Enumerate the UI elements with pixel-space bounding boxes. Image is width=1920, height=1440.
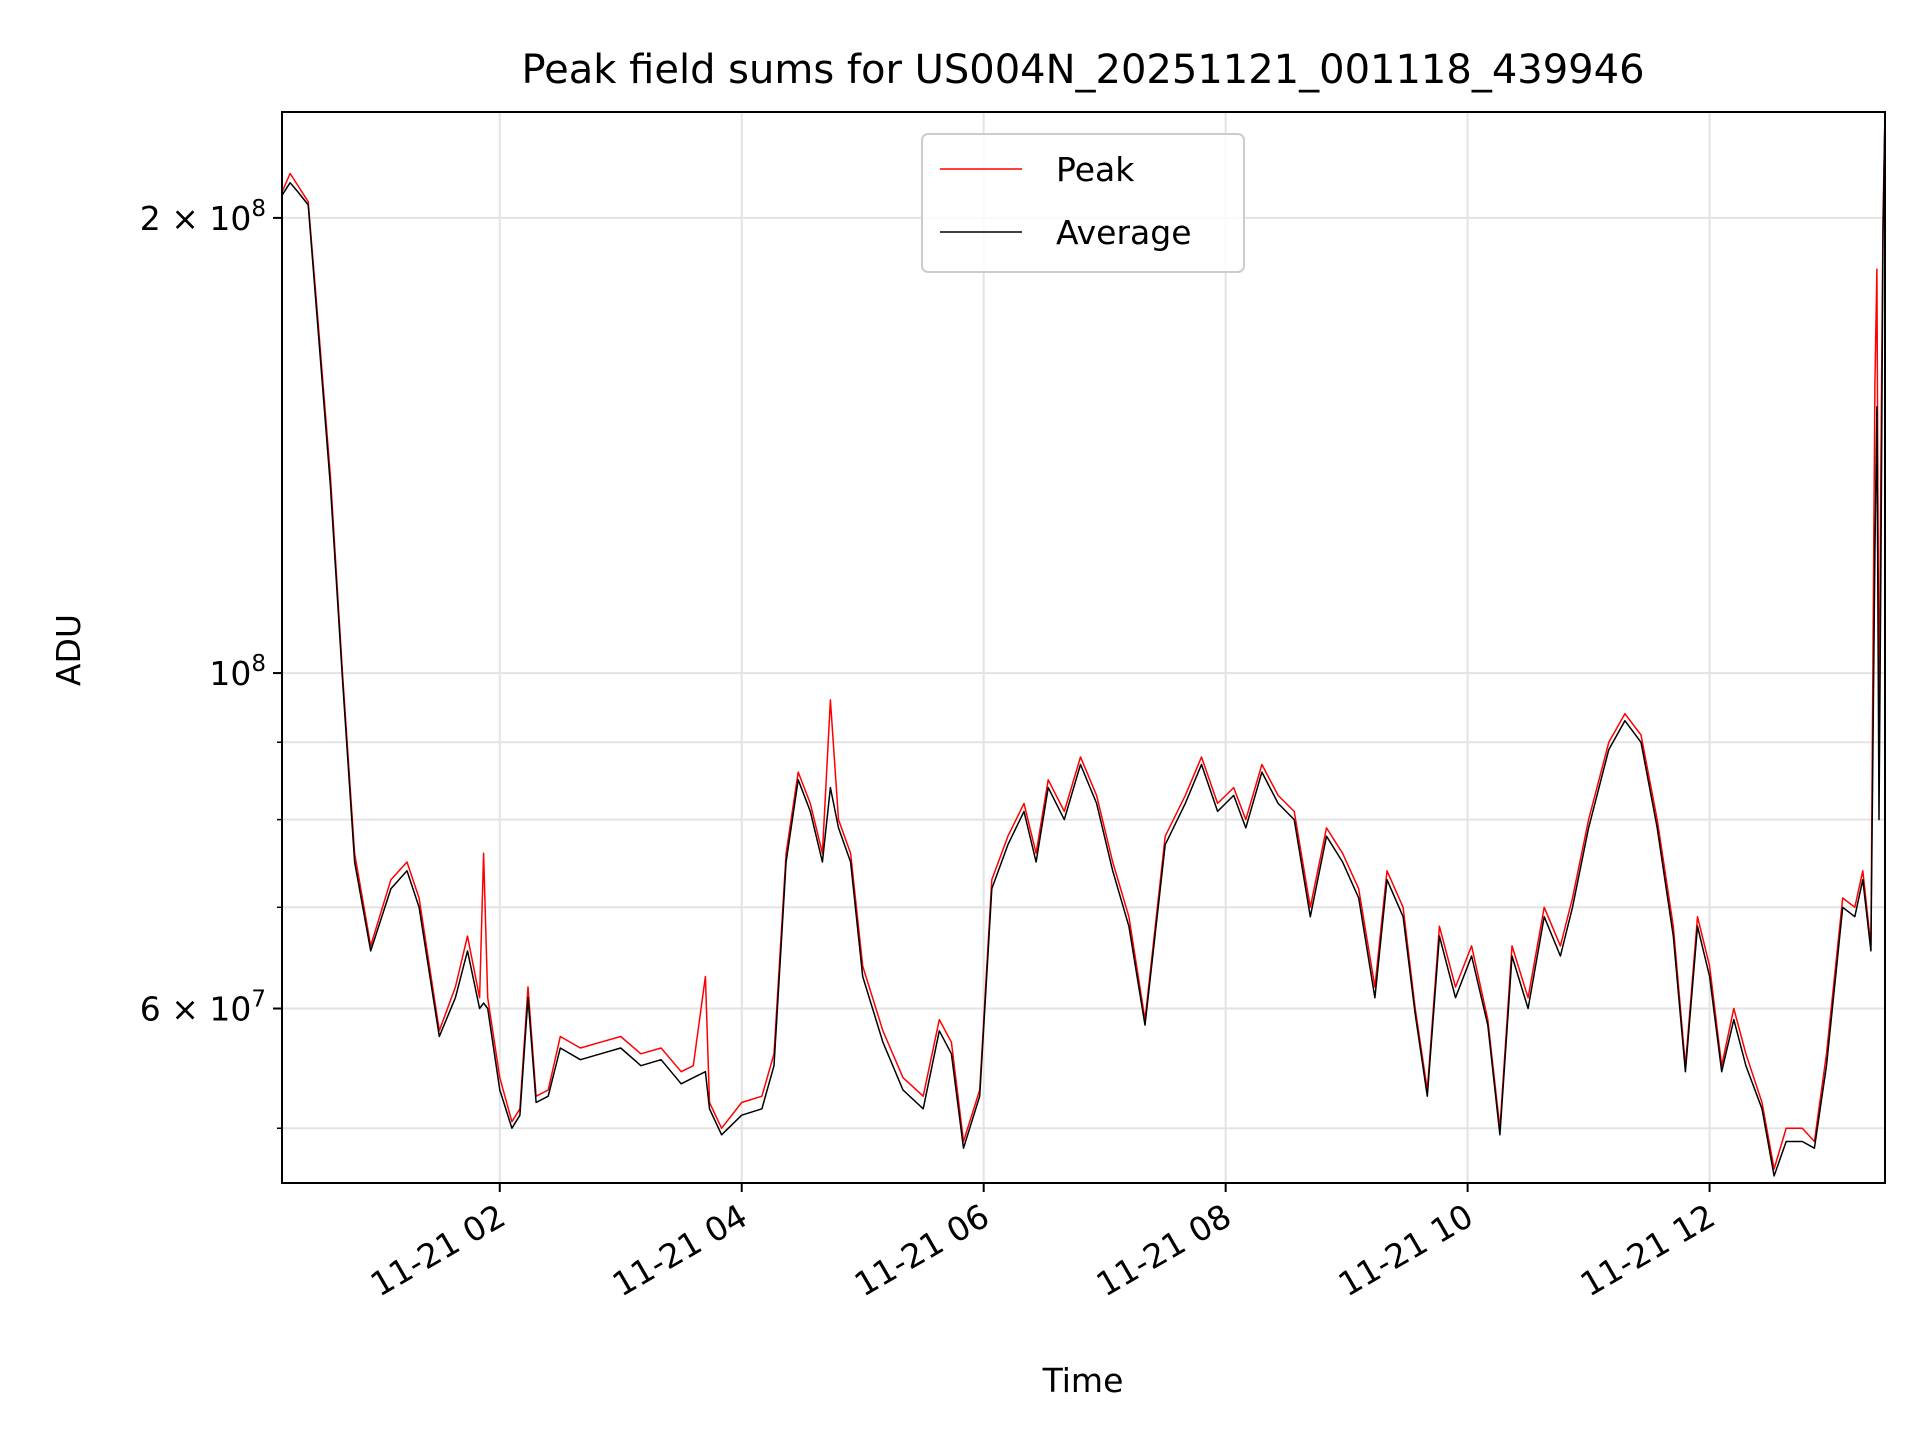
- legend-label-average: Average: [1056, 213, 1192, 252]
- y-tick-label: 6 × 107: [140, 987, 266, 1029]
- legend-label-peak: Peak: [1056, 150, 1135, 189]
- series-line-peak: [282, 112, 1885, 1170]
- x-axis-title: Time: [1042, 1361, 1124, 1400]
- series-line-average: [282, 112, 1885, 1177]
- series-layer: [282, 112, 1885, 1177]
- chart-title: Peak field sums for US004N_20251121_0011…: [521, 47, 1644, 93]
- y-axis-title: ADU: [49, 614, 88, 686]
- plot-frame: [281, 111, 1886, 1184]
- grid: [282, 112, 1885, 1183]
- y-tick-label: 2 × 108: [140, 196, 266, 238]
- legend: Peak Average: [921, 133, 1245, 273]
